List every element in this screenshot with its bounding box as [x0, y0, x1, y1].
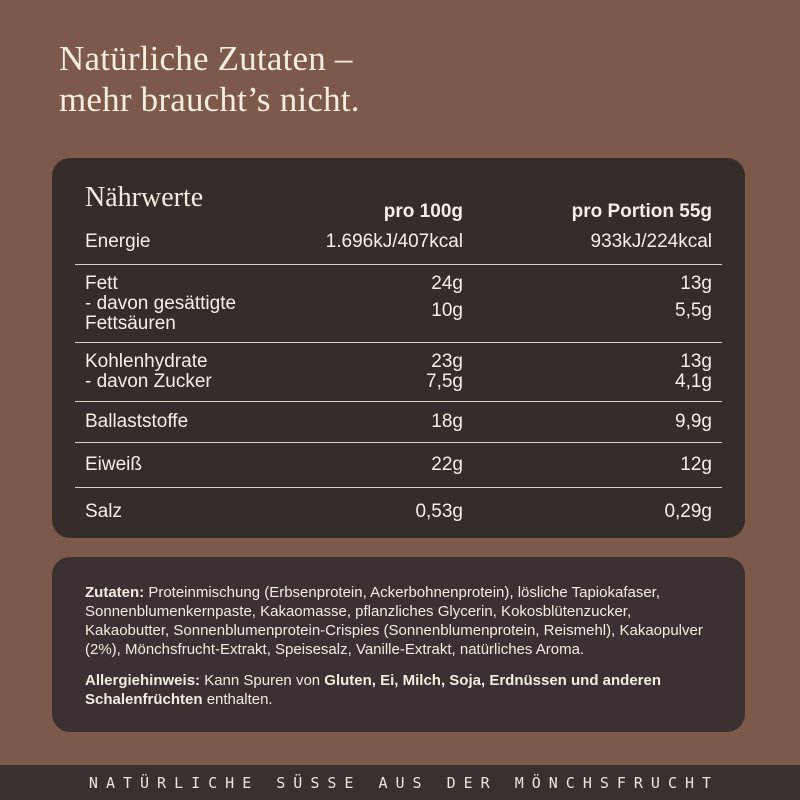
nutrient-label-line: Eiweiß [85, 454, 143, 475]
ingredients-text: Zutaten: Proteinmischung (Erbsenprotein,… [85, 583, 712, 659]
value-per-portion: 933kJ/224kcal [463, 232, 712, 252]
value-per-100g: 0,53g [303, 502, 463, 522]
text-segment: Proteinmischung (Erbsenprotein, Ackerboh… [85, 584, 703, 658]
value-per-100g: 23g 7,5g [303, 352, 463, 392]
value-per-100g: 1.696kJ/407kcal [303, 232, 463, 252]
value-line: 18g [431, 411, 463, 432]
value-line: 13g [680, 351, 712, 372]
nutrition-row: Salz 0,53g 0,29g [75, 488, 722, 542]
value-line: 4,1g [675, 371, 712, 392]
nutrient-label-line: - davon gesättigte [85, 293, 237, 314]
page-title: Natürliche Zutaten – mehr braucht’s nich… [59, 38, 360, 120]
nutrition-row: Ballaststoffe 18g 9,9g [75, 402, 722, 443]
nutrient-label: Eiweiß [85, 455, 303, 475]
nutrition-table-body: Energie 1.696kJ/407kcal 933kJ/224kcal Fett -… [75, 222, 722, 542]
column-header-per-100g: pro 100g [383, 201, 463, 222]
value-line: 9,9g [675, 411, 712, 432]
value-line: 7,5g [426, 371, 463, 392]
value-line: 24g [431, 273, 463, 294]
nutrition-row: Kohlenhydrate - davon Zucker 23g 7,5g 13g 4,1… [75, 343, 722, 402]
allergy-notice-text: Allergiehinweis: Kann Spuren von Gluten,… [85, 671, 712, 709]
value-line: 0,29g [664, 501, 712, 522]
value-line: 23g [431, 351, 463, 372]
value-line: 5,5g [675, 300, 712, 321]
value-line: 933kJ/224kcal [590, 231, 712, 252]
page-title-line1: Natürliche Zutaten – [59, 39, 353, 78]
value-line: 0,53g [415, 501, 463, 522]
value-line: 10g [431, 300, 463, 321]
nutrition-row: Eiweiß 22g 12g [75, 443, 722, 488]
value-per-portion: 9,9g [463, 412, 712, 432]
nutrient-label-line: Energie [85, 231, 151, 252]
value-line: 22g [431, 454, 463, 475]
value-per-100g: 18g [303, 412, 463, 432]
nutrition-row: Fett - davon gesättigte Fettsäuren 24g 10g 13… [75, 265, 722, 343]
value-per-portion: 13g 5,5g [463, 274, 712, 334]
nutrition-facts-panel: Nährwerte pro 100g pro Portion 55g Energ… [52, 158, 745, 538]
nutrition-title: Nährwerte [85, 182, 204, 213]
nutrient-label-line: Kohlenhydrate [85, 351, 208, 372]
ingredients-panel: Zutaten: Proteinmischung (Erbsenprotein,… [52, 557, 745, 732]
footer-tagline: NATÜRLICHE SÜSSE AUS DER MÖNCHSFRUCHT [88, 773, 720, 792]
text-segment: Kann Spuren von [204, 672, 325, 689]
nutrition-header-row: Nährwerte pro 100g pro Portion 55g [75, 182, 722, 222]
value-line: 13g [680, 273, 712, 294]
nutrient-label-line: Fettsäuren [85, 313, 176, 334]
value-per-100g: 24g 10g [303, 274, 463, 334]
nutrient-label: Fett - davon gesättigte Fettsäuren [85, 274, 303, 334]
value-line: 1.696kJ/407kcal [325, 231, 463, 252]
nutrient-label: Kohlenhydrate - davon Zucker [85, 352, 303, 392]
value-per-100g: 22g [303, 455, 463, 475]
bold-text-segment: Allergiehinweis: [85, 672, 205, 689]
bold-text-segment: Gluten, Ei, Milch, Soja, Erdnüssen und a… [85, 672, 662, 708]
bold-text-segment: Zutaten: [85, 584, 149, 601]
value-line: 12g [680, 454, 712, 475]
text-segment: enthalten. [202, 691, 273, 708]
nutrient-label: Energie [85, 232, 303, 252]
nutrient-label-line: Ballaststoffe [85, 411, 189, 432]
column-header-per-portion: pro Portion 55g [571, 201, 712, 222]
nutrient-label-line: Fett [85, 273, 118, 294]
value-per-portion: 12g [463, 455, 712, 475]
nutrient-label: Ballaststoffe [85, 412, 303, 432]
value-per-portion: 13g 4,1g [463, 352, 712, 392]
value-per-portion: 0,29g [463, 502, 712, 522]
nutrient-label-line: - davon Zucker [85, 371, 212, 392]
page-title-line2: mehr braucht’s nicht. [59, 80, 360, 119]
nutrition-row: Energie 1.696kJ/407kcal 933kJ/224kcal [75, 222, 722, 265]
nutrient-label-line: Salz [85, 501, 122, 522]
nutrient-label: Salz [85, 502, 303, 522]
footer-bar: NATÜRLICHE SÜSSE AUS DER MÖNCHSFRUCHT [0, 765, 800, 800]
